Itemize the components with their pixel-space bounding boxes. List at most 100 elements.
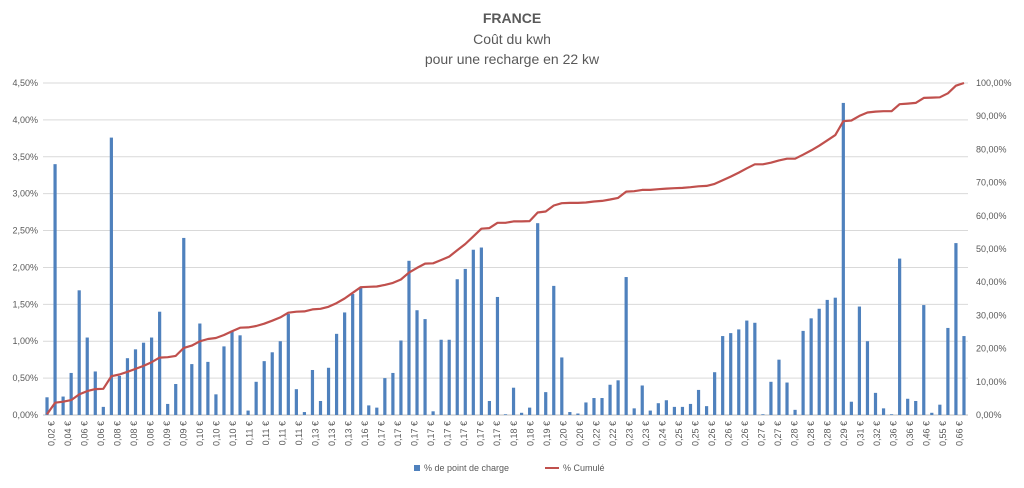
y-left-tick-label: 3,00%	[12, 189, 38, 199]
x-tick-label: 0,36 €	[889, 421, 899, 446]
bar	[318, 400, 323, 415]
bar	[77, 290, 81, 415]
bar	[962, 336, 966, 415]
bar	[190, 364, 194, 415]
bar	[889, 414, 894, 415]
bar	[737, 329, 741, 415]
x-tick-label: 0,02 €	[46, 421, 56, 446]
x-tick-label: 0,06 €	[96, 421, 106, 446]
y-right-tick-label: 40,00%	[976, 277, 1007, 287]
bar	[158, 311, 162, 415]
x-tick-label: 0,17 €	[426, 421, 436, 446]
x-tick-label: 0,66 €	[955, 421, 965, 446]
bar	[898, 258, 902, 415]
y-left-tick-label: 1,50%	[12, 299, 38, 309]
x-tick-label: 0,17 €	[393, 421, 403, 446]
y-right-tick-label: 30,00%	[976, 310, 1007, 320]
x-tick-label: 0,26 €	[740, 421, 750, 446]
y-right-tick-label: 50,00%	[976, 244, 1007, 254]
bar	[584, 402, 588, 415]
x-tick-label: 0,11 €	[244, 421, 254, 445]
bar	[608, 384, 612, 415]
bar	[399, 340, 403, 415]
x-tick-label: 0,25 €	[674, 421, 684, 446]
x-tick-label: 0,13 €	[311, 421, 321, 446]
y-left-tick-label: 1,00%	[12, 336, 38, 346]
x-tick-label: 0,18 €	[525, 421, 535, 446]
bar	[214, 394, 218, 415]
chart-subtitle-2: pour une recharge en 22 kw	[424, 51, 600, 67]
cumulative-line	[46, 81, 965, 415]
bar	[511, 387, 516, 415]
bar	[222, 346, 226, 415]
bar	[278, 341, 282, 415]
left-axis-ticks: 0,00% 0,50% 1,00% 1,50% 2,00% 2,50% 3,00% 3,50%…	[12, 78, 38, 420]
bar	[672, 406, 677, 415]
x-tick-label: 0,09 €	[178, 421, 188, 446]
bar	[182, 237, 186, 415]
x-tick-label: 0,17 €	[410, 421, 420, 446]
bar	[69, 372, 73, 415]
y-left-tick-label: 4,00%	[12, 115, 38, 125]
x-tick-label: 0,08 €	[129, 421, 139, 446]
x-tick-label: 0,22 €	[591, 421, 601, 446]
bar	[463, 268, 467, 415]
x-tick-label: 0,26 €	[707, 421, 717, 446]
x-tick-label: 0,28 €	[806, 421, 816, 446]
bar	[560, 357, 564, 415]
bar	[519, 412, 524, 415]
x-tick-label: 0,17 €	[476, 421, 486, 446]
bar	[246, 410, 250, 415]
y-left-tick-label: 4,50%	[12, 78, 38, 88]
x-tick-label: 0,18 €	[509, 421, 519, 446]
bar	[93, 371, 97, 415]
bar	[503, 414, 508, 415]
bar	[552, 285, 556, 415]
bar	[914, 400, 918, 415]
x-tick-label: 0,20 €	[558, 421, 568, 446]
bar	[85, 337, 89, 415]
bar	[592, 398, 596, 415]
bar	[793, 409, 797, 415]
x-tick-label: 0,55 €	[938, 421, 948, 446]
x-tick-label: 0,09 €	[162, 421, 172, 446]
bar	[922, 305, 926, 415]
x-tick-label: 0,46 €	[922, 421, 932, 446]
legend-item-bar: % de point de charge	[414, 463, 509, 473]
x-tick-label: 0,27 €	[757, 421, 767, 446]
x-tick-label: 0,24 €	[657, 421, 667, 446]
bar	[415, 310, 419, 415]
bar	[729, 333, 733, 415]
bar	[431, 411, 435, 415]
bar	[230, 330, 234, 415]
bar	[544, 392, 548, 415]
y-left-tick-label: 3,50%	[12, 152, 38, 162]
bar	[471, 249, 475, 415]
x-tick-label: 0,22 €	[608, 421, 618, 446]
x-tick-label: 0,17 €	[443, 421, 453, 446]
bar	[600, 398, 604, 415]
legend-swatch-line	[545, 467, 559, 469]
bar	[375, 407, 379, 415]
x-tick-label: 0,17 €	[459, 421, 469, 446]
y-right-tick-label: 10,00%	[976, 377, 1007, 387]
y-right-tick-label: 80,00%	[976, 144, 1007, 154]
x-tick-label: 0,28 €	[790, 421, 800, 446]
bar	[930, 412, 934, 415]
x-tick-label: 0,17 €	[377, 421, 387, 446]
bar	[873, 392, 878, 415]
bar	[785, 382, 789, 415]
x-tick-label: 0,04 €	[63, 421, 73, 446]
bar	[809, 318, 813, 415]
bar	[101, 406, 105, 415]
bar	[286, 313, 290, 415]
bar	[174, 384, 178, 415]
bar	[198, 323, 202, 415]
x-tick-label: 0,17 €	[492, 421, 502, 446]
x-tick-label: 0,27 €	[773, 421, 783, 446]
x-tick-label: 0,20 €	[575, 421, 585, 446]
bar	[721, 336, 725, 415]
legend-label-line: % Cumulé	[563, 463, 605, 473]
bar	[954, 243, 958, 415]
y-left-tick-label: 0,50%	[12, 373, 38, 383]
